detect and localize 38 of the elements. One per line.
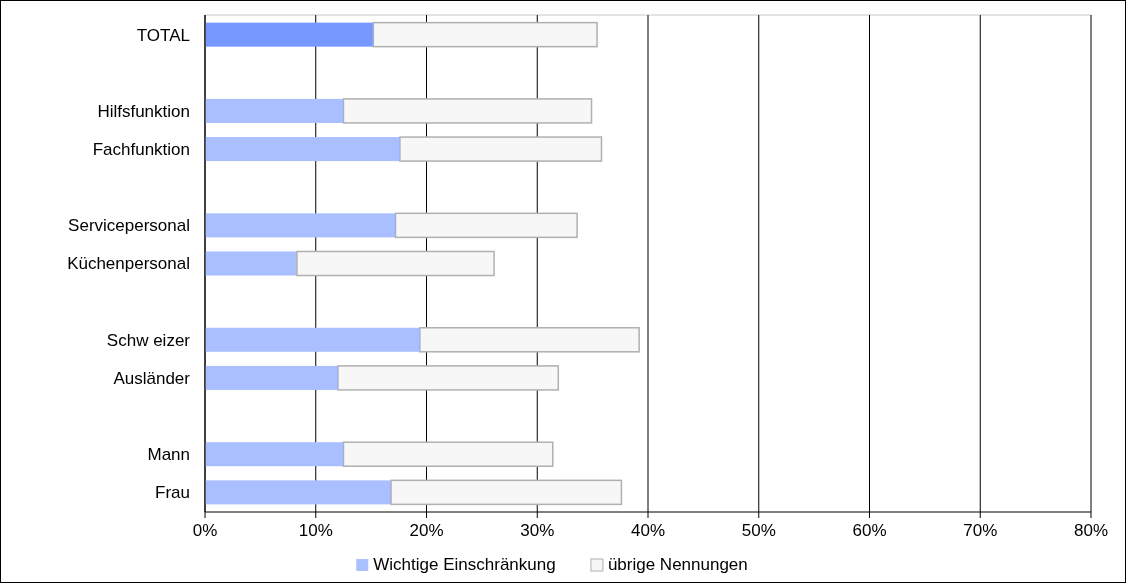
x-tick-label: 0%	[192, 521, 218, 540]
bar	[390, 479, 623, 506]
bar	[205, 213, 396, 238]
x-tick-label: 50%	[741, 521, 776, 540]
x-tick-label: 60%	[852, 521, 887, 540]
bar	[337, 365, 560, 391]
bar	[342, 98, 593, 124]
x-tick-label: 80%	[1073, 521, 1109, 540]
legend-label: Wichtige Einschränkung	[373, 555, 556, 574]
y-tick-label: TOTAL	[136, 25, 190, 45]
bar	[205, 22, 374, 47]
bar	[205, 480, 392, 505]
x-tick-label: 20%	[409, 521, 444, 540]
bar	[394, 212, 578, 239]
y-tick-label: Hilfsfunktion	[97, 101, 190, 121]
legend-label: übrige Nennungen	[607, 555, 748, 574]
x-tick-label: 40%	[630, 521, 666, 540]
bar	[399, 136, 603, 162]
y-tick-label: Ausländer	[113, 368, 191, 388]
x-tick-label: 70%	[963, 521, 998, 540]
x-tick-label: 10%	[298, 521, 333, 540]
bar	[342, 441, 554, 467]
y-tick-label: Fachfunktion	[92, 140, 190, 160]
y-tick-label: Küchenpersonal	[67, 254, 190, 274]
bar	[205, 327, 420, 352]
bar	[205, 365, 338, 390]
y-tick-label: Servicepersonal	[68, 216, 190, 236]
bar	[296, 250, 495, 277]
y-tick-label: Mann	[147, 445, 190, 465]
y-tick-label: Frau	[155, 483, 190, 503]
bar	[205, 137, 400, 162]
bar	[419, 327, 640, 353]
bar	[372, 21, 598, 48]
bar	[205, 442, 344, 467]
x-tick-label: 30%	[520, 521, 555, 540]
bar	[205, 251, 297, 276]
bar	[205, 98, 344, 123]
y-tick-label: Schw eizer	[106, 330, 191, 350]
